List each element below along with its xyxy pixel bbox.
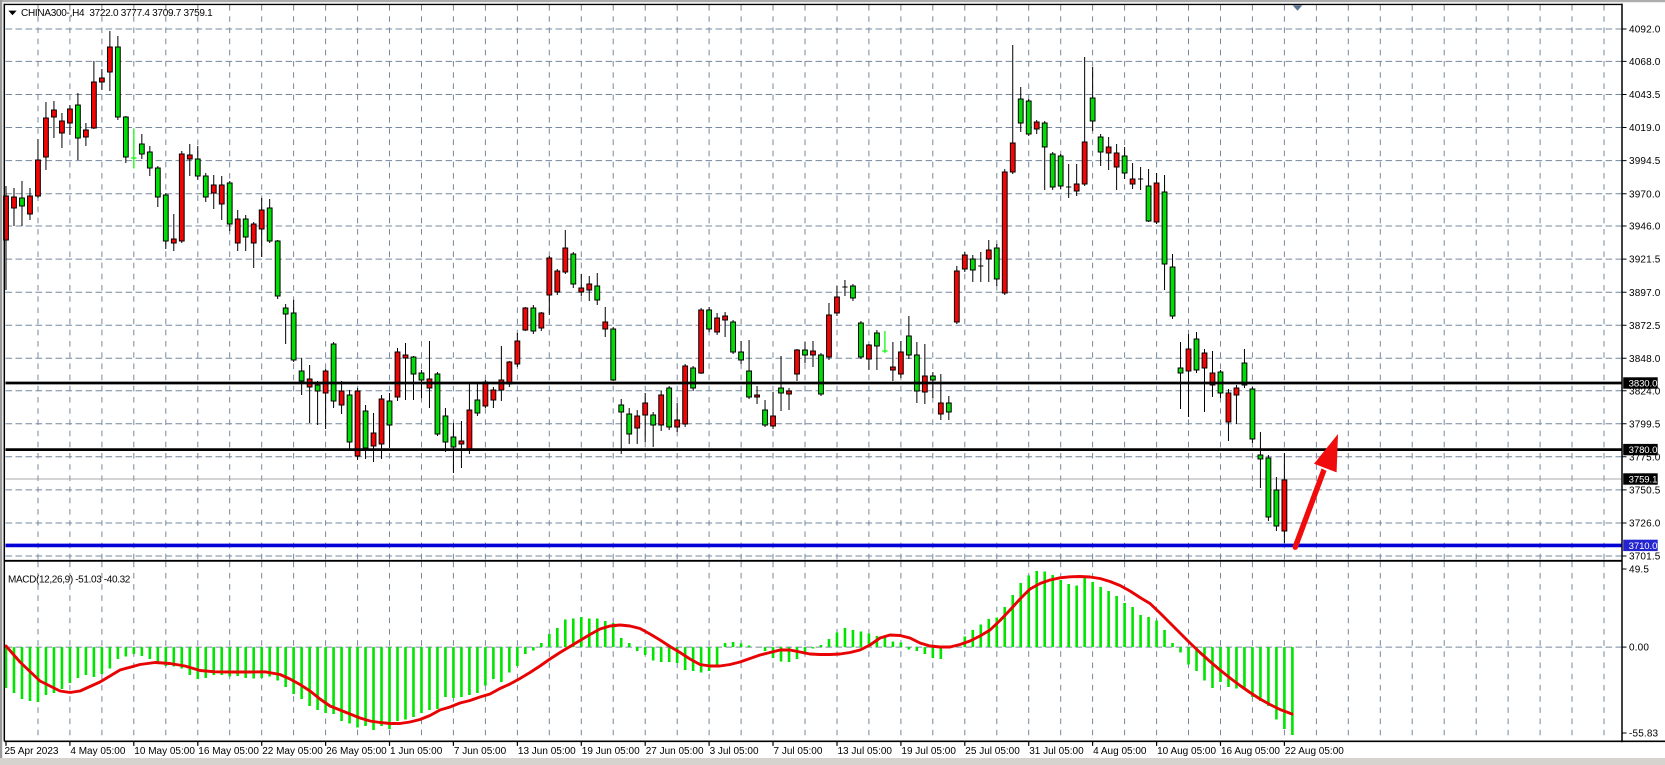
svg-text:3 Jul 05:00: 3 Jul 05:00	[710, 746, 759, 757]
svg-text:19 Jun 05:00: 19 Jun 05:00	[582, 746, 640, 757]
svg-text:10 May 05:00: 10 May 05:00	[134, 746, 195, 757]
svg-text:3848.0: 3848.0	[1629, 354, 1661, 365]
svg-text:3759.1: 3759.1	[1629, 475, 1658, 486]
svg-text:19 Jul 05:00: 19 Jul 05:00	[901, 746, 956, 757]
svg-text:-55.83: -55.83	[1629, 729, 1659, 740]
svg-text:3710.0: 3710.0	[1629, 541, 1658, 552]
svg-text:7 Jun 05:00: 7 Jun 05:00	[454, 746, 507, 757]
svg-text:4019.0: 4019.0	[1629, 123, 1661, 134]
svg-text:4043.5: 4043.5	[1629, 90, 1661, 101]
svg-text:3750.5: 3750.5	[1629, 486, 1661, 497]
svg-text:49.5: 49.5	[1629, 565, 1649, 576]
svg-text:MACD(12,26,9) -51.03 -40.32: MACD(12,26,9) -51.03 -40.32	[8, 575, 131, 586]
svg-text:4068.0: 4068.0	[1629, 57, 1661, 68]
svg-text:25 Jul 05:00: 25 Jul 05:00	[965, 746, 1020, 757]
svg-text:3872.5: 3872.5	[1629, 321, 1661, 332]
svg-text:3775.0: 3775.0	[1629, 452, 1661, 463]
svg-text:3799.5: 3799.5	[1629, 419, 1661, 430]
svg-text:22 May 05:00: 22 May 05:00	[262, 746, 323, 757]
svg-text:13 Jun 05:00: 13 Jun 05:00	[518, 746, 576, 757]
svg-text:CHINA300-,H4 3722.0 3777.4 37: CHINA300-,H4 3722.0 3777.4 3709.7 3759.1	[21, 8, 213, 19]
svg-text:27 Jun 05:00: 27 Jun 05:00	[646, 746, 704, 757]
svg-text:3921.5: 3921.5	[1629, 255, 1661, 266]
svg-text:4 May 05:00: 4 May 05:00	[70, 746, 125, 757]
svg-text:3970.0: 3970.0	[1629, 189, 1661, 200]
svg-text:13 Jul 05:00: 13 Jul 05:00	[838, 746, 893, 757]
svg-text:3726.0: 3726.0	[1629, 519, 1661, 530]
svg-text:16 Aug 05:00: 16 Aug 05:00	[1221, 746, 1280, 757]
svg-text:25 Apr 2023: 25 Apr 2023	[5, 746, 59, 757]
svg-text:26 May 05:00: 26 May 05:00	[326, 746, 387, 757]
svg-text:3994.5: 3994.5	[1629, 156, 1661, 167]
svg-text:22 Aug 05:00: 22 Aug 05:00	[1285, 746, 1344, 757]
svg-text:4092.0: 4092.0	[1629, 25, 1661, 36]
svg-text:7 Jul 05:00: 7 Jul 05:00	[774, 746, 823, 757]
svg-text:3830.0: 3830.0	[1629, 379, 1658, 390]
svg-text:3780.0: 3780.0	[1629, 445, 1658, 456]
svg-text:0.00: 0.00	[1629, 643, 1649, 654]
svg-text:3946.0: 3946.0	[1629, 222, 1661, 233]
svg-text:16 May 05:00: 16 May 05:00	[198, 746, 259, 757]
svg-text:31 Jul 05:00: 31 Jul 05:00	[1029, 746, 1084, 757]
svg-text:1 Jun 05:00: 1 Jun 05:00	[390, 746, 443, 757]
svg-text:3701.5: 3701.5	[1629, 552, 1661, 563]
svg-text:3897.0: 3897.0	[1629, 288, 1661, 299]
svg-text:3824.0: 3824.0	[1629, 386, 1661, 397]
svg-text:10 Aug 05:00: 10 Aug 05:00	[1157, 746, 1216, 757]
svg-text:4 Aug 05:00: 4 Aug 05:00	[1093, 746, 1147, 757]
